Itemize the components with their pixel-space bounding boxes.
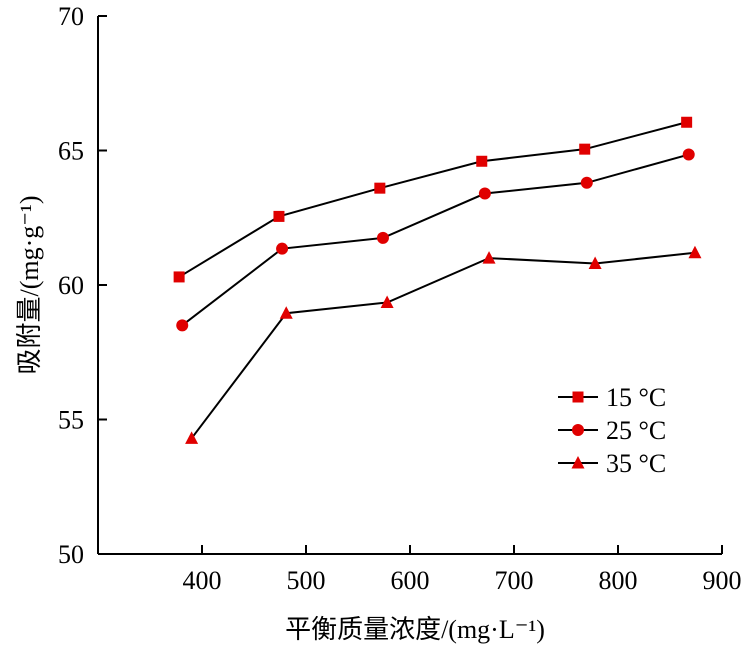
legend-label: 25 °C bbox=[606, 416, 666, 445]
x-tick-label: 500 bbox=[287, 566, 326, 595]
y-tick-label: 70 bbox=[58, 2, 84, 31]
data-point bbox=[579, 143, 591, 155]
data-point bbox=[276, 242, 289, 255]
x-tick-label: 800 bbox=[599, 566, 638, 595]
y-tick-label: 65 bbox=[58, 137, 84, 166]
data-point bbox=[476, 155, 488, 167]
data-point bbox=[588, 256, 602, 269]
series-line bbox=[178, 121, 687, 278]
data-point bbox=[478, 187, 491, 200]
series-line bbox=[190, 251, 696, 439]
data-point bbox=[185, 431, 199, 444]
data-point bbox=[173, 271, 185, 283]
data-point bbox=[682, 148, 695, 161]
legend-item: 15 °C bbox=[558, 383, 666, 412]
y-axis-title: 吸附量/(mg·g⁻¹) bbox=[15, 196, 44, 375]
axes: 50 55 60 65 70 400 500 600 700 800 900 bbox=[58, 2, 742, 595]
legend-marker bbox=[571, 456, 585, 469]
data-point bbox=[376, 231, 389, 244]
legend-label: 15 °C bbox=[606, 383, 666, 412]
series-2 bbox=[176, 148, 695, 332]
data-point bbox=[380, 295, 394, 308]
data-point bbox=[374, 182, 386, 194]
data-point bbox=[681, 116, 693, 128]
series-layer bbox=[173, 116, 702, 444]
data-point bbox=[176, 319, 189, 332]
data-point bbox=[279, 306, 293, 319]
y-tick-label: 60 bbox=[58, 271, 84, 300]
series-1 bbox=[173, 116, 693, 283]
legend-marker bbox=[572, 424, 584, 436]
legend-label: 35 °C bbox=[606, 449, 666, 478]
data-point bbox=[580, 176, 593, 189]
data-point bbox=[273, 210, 285, 222]
x-tick-label: 600 bbox=[391, 566, 430, 595]
x-tick-label: 900 bbox=[703, 566, 742, 595]
x-tick-label: 700 bbox=[495, 566, 534, 595]
data-point bbox=[688, 245, 702, 259]
legend-marker bbox=[572, 391, 584, 403]
legend-item: 35 °C bbox=[558, 449, 666, 478]
x-axis-title: 平衡质量浓度/(mg·L⁻¹) bbox=[285, 615, 545, 644]
legend-item: 25 °C bbox=[558, 416, 666, 445]
x-tick-label: 400 bbox=[183, 566, 222, 595]
data-point bbox=[482, 251, 496, 264]
series-line bbox=[181, 153, 689, 327]
series-3 bbox=[185, 245, 702, 444]
y-tick-label: 50 bbox=[58, 540, 84, 569]
y-tick-label: 55 bbox=[58, 406, 84, 435]
legend: 15 °C 25 °C 35 °C bbox=[558, 383, 666, 478]
